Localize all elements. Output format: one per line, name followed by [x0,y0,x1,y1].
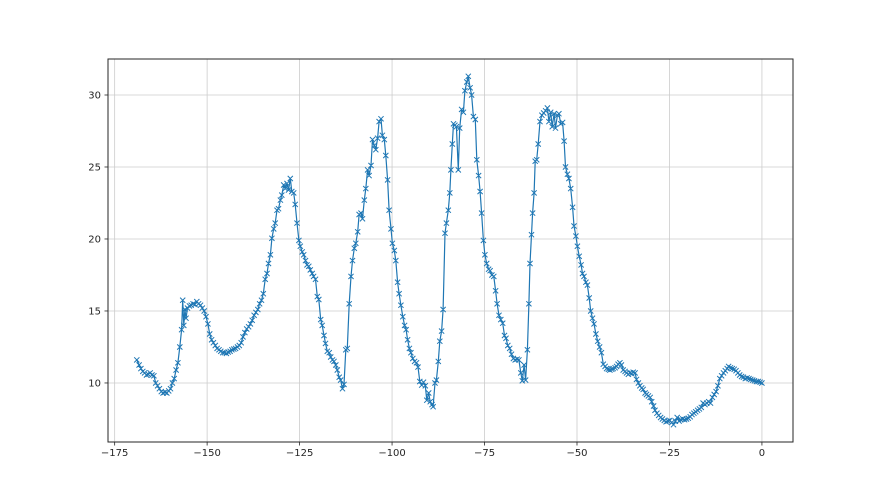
x-tick-label: −150 [193,448,220,459]
x-tick-label: 0 [759,448,765,459]
x-tick-label: −125 [286,448,313,459]
y-tick-label: 25 [88,162,101,173]
y-tick-label: 10 [88,378,101,389]
x-tick-label: −175 [101,448,128,459]
y-tick-label: 20 [88,234,101,245]
y-tick-label: 15 [88,306,101,317]
x-tick-label: −50 [566,448,587,459]
x-tick-label: −25 [659,448,680,459]
series-line [136,75,763,426]
plot-frame [107,58,794,443]
x-tick-label: −100 [378,448,405,459]
x-tick-label: −75 [474,448,495,459]
series-markers [133,73,765,428]
y-tick-label: 30 [88,90,101,101]
